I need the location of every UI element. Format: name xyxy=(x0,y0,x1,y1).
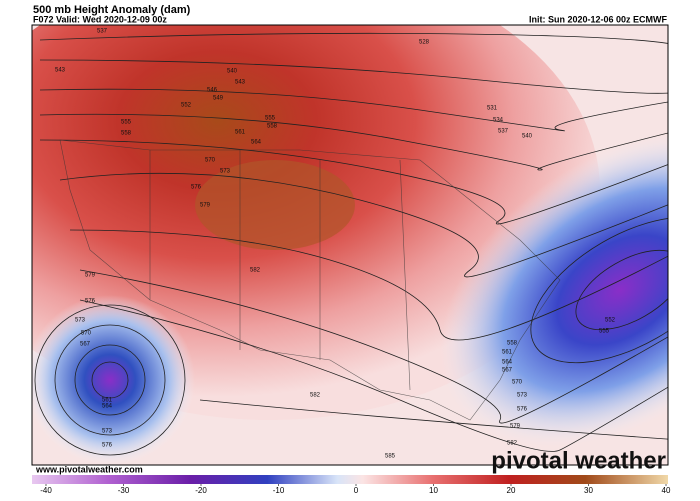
valid-time: F072 Valid: Wed 2020-12-09 00z xyxy=(33,14,167,24)
contours xyxy=(34,32,668,456)
colorbar-tick-label: 30 xyxy=(584,486,593,495)
init-time: Init: Sun 2020-12-06 00z ECMWF xyxy=(529,14,668,24)
contour-label: 540 xyxy=(522,134,533,140)
contour-label: 570 xyxy=(512,380,523,386)
contour-label: 585 xyxy=(385,454,396,460)
logo: pivotal weather xyxy=(491,447,666,474)
contour-label: 558 xyxy=(267,124,278,130)
contour-label: 543 xyxy=(55,68,66,74)
colorbar-tick-label: -20 xyxy=(195,486,207,495)
contour-label: 579 xyxy=(85,273,96,279)
contour-label: 552 xyxy=(605,318,616,324)
contour-label: 579 xyxy=(510,424,521,430)
contour-label: 552 xyxy=(181,103,192,109)
colorbar-tick-label: -10 xyxy=(273,486,285,495)
contour-label: 561 xyxy=(102,398,113,404)
contour-label: 558 xyxy=(507,341,518,347)
contour-label: 573 xyxy=(517,393,528,399)
contour-label: 576 xyxy=(191,185,202,191)
contour-label: 564 xyxy=(251,140,262,146)
contour-label: 576 xyxy=(517,407,528,413)
contour-label: 582 xyxy=(310,393,321,399)
contour-label: 537 xyxy=(97,29,108,35)
title: 500 mb Height Anomaly (dam) xyxy=(33,4,191,16)
contour-label: 543 xyxy=(235,80,246,86)
contour-label: 570 xyxy=(205,158,216,164)
contour-label: 579 xyxy=(200,203,211,209)
borders xyxy=(59,139,561,421)
contour-label: 561 xyxy=(502,350,513,356)
map-frame xyxy=(31,24,669,466)
contour-label: 528 xyxy=(419,40,430,46)
website: www.pivotalweather.com xyxy=(35,464,143,474)
colorbar xyxy=(32,475,668,484)
contour-label: 555 xyxy=(121,120,132,126)
colorbar-tick-label: -30 xyxy=(118,486,130,495)
contour-label: 576 xyxy=(85,299,96,305)
colorbar-tick-label: -40 xyxy=(40,486,52,495)
contour-label: 537 xyxy=(498,129,509,135)
contour-label: 564 xyxy=(502,360,513,366)
contour-label: 582 xyxy=(250,268,261,274)
colorbar-tick-label: 20 xyxy=(507,486,516,495)
colorbar-tick-label: 40 xyxy=(662,486,671,495)
contour-label: 573 xyxy=(75,318,86,324)
contour-label: 546 xyxy=(207,88,218,94)
contour-label: 567 xyxy=(80,342,91,348)
contour-label: 540 xyxy=(227,69,238,75)
contour-label: 567 xyxy=(502,368,513,374)
contour-label: 549 xyxy=(213,96,224,102)
contour-label: 555 xyxy=(599,329,610,335)
contour-label: 570 xyxy=(81,331,92,337)
contour-label: 558 xyxy=(121,131,132,137)
contour-label: 576 xyxy=(102,443,113,449)
contour-label: 561 xyxy=(235,130,246,136)
contour-label: 564 xyxy=(102,404,113,410)
contour-label: 573 xyxy=(220,169,231,175)
contour-label: 573 xyxy=(102,429,113,435)
colorbar-tick-label: 0 xyxy=(354,486,359,495)
contour-label: 555 xyxy=(265,116,276,122)
colorbar-tick-label: 10 xyxy=(429,486,438,495)
contour-label: 582 xyxy=(507,441,518,447)
contour-label: 531 xyxy=(487,106,498,112)
contour-label: 534 xyxy=(493,118,504,124)
